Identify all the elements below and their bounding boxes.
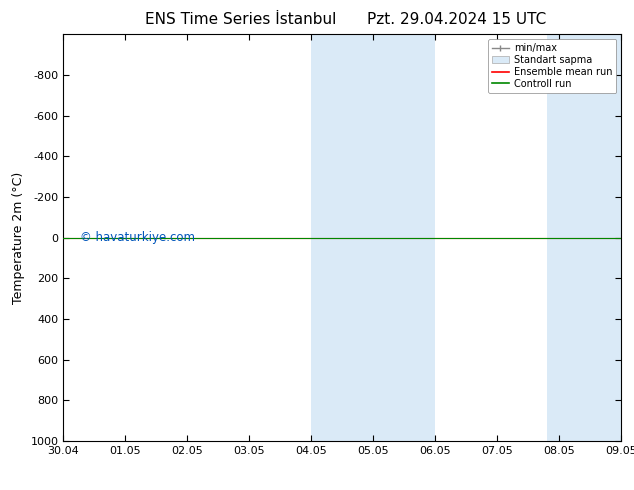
Legend: min/max, Standart sapma, Ensemble mean run, Controll run: min/max, Standart sapma, Ensemble mean r… <box>488 39 616 93</box>
Text: © havaturkiye.com: © havaturkiye.com <box>80 231 195 244</box>
Text: Pzt. 29.04.2024 15 UTC: Pzt. 29.04.2024 15 UTC <box>367 12 546 27</box>
Y-axis label: Temperature 2m (°C): Temperature 2m (°C) <box>12 172 25 304</box>
Bar <box>373 34 436 441</box>
Text: ENS Time Series İstanbul: ENS Time Series İstanbul <box>145 12 337 27</box>
Bar <box>311 34 373 441</box>
Bar <box>547 34 621 441</box>
